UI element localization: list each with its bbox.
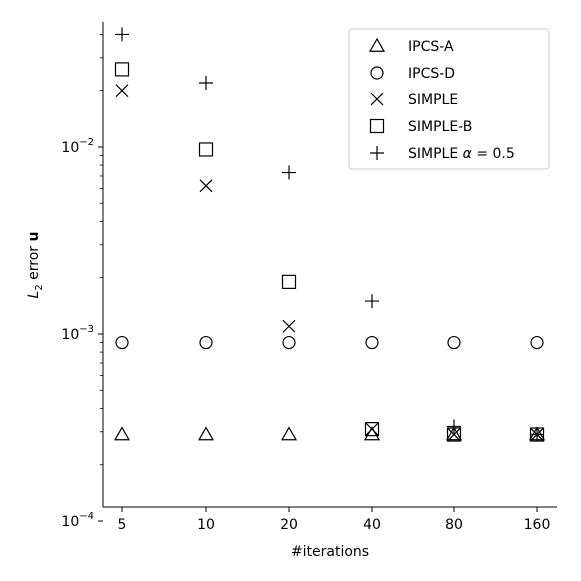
x-tick-label: 40 — [363, 517, 381, 533]
data-point-plus — [115, 27, 129, 42]
y-tick-base: 10 — [61, 140, 79, 156]
x-tick-label: 160 — [524, 517, 551, 533]
y-tick-exponent: −2 — [79, 137, 94, 148]
y-tick-base: 10 — [61, 514, 79, 530]
data-point-x — [365, 422, 379, 436]
legend-marker-triangle — [368, 37, 386, 52]
legend-marker-circle — [370, 66, 384, 80]
data-markers — [113, 27, 546, 442]
legend-label-alpha: α — [463, 146, 473, 162]
legend-label-post: = 0.5 — [472, 146, 515, 162]
legend-marker-square — [369, 118, 385, 134]
data-point-x — [282, 319, 296, 333]
data-point-square — [198, 142, 214, 157]
data-point-square — [281, 274, 297, 289]
data-point-circle — [530, 335, 544, 350]
y-tick-label: 10−2 — [61, 137, 94, 156]
data-point-plus — [530, 427, 544, 442]
data-point-circle — [365, 335, 379, 350]
data-point-circle — [282, 335, 296, 350]
legend-box — [348, 28, 550, 170]
legend-label: IPCS-A — [408, 39, 454, 55]
y-tick-label: 10−3 — [61, 324, 94, 343]
legend: IPCS-A IPCS-D SIMPLE SIMPLE-B SIMPLE α = 0.5 — [348, 28, 550, 170]
data-point-triangle — [197, 426, 215, 441]
data-point-plus — [365, 294, 379, 309]
y-axis-ticks: 10−410−310−2 — [61, 34, 103, 530]
legend-label: IPCS-D — [408, 66, 455, 82]
legend-marker-x — [370, 92, 384, 106]
data-point-triangle — [113, 426, 131, 441]
legend-items: IPCS-A IPCS-D SIMPLE SIMPLE-B SIMPLE α = 0.5 — [368, 37, 515, 162]
data-point-square — [364, 422, 380, 437]
data-point-x — [115, 84, 129, 98]
y-label-rest: error — [26, 241, 42, 284]
data-point-x — [447, 428, 461, 441]
y-axis-label: L2 error u — [26, 232, 45, 299]
y-tick-base: 10 — [61, 327, 79, 343]
x-axis-label: #iterations — [291, 544, 369, 560]
data-point-plus — [447, 419, 461, 434]
data-point-square — [114, 62, 130, 77]
legend-label: SIMPLE-B — [408, 119, 472, 135]
legend-marker-plus — [370, 146, 384, 160]
x-tick-label: 5 — [118, 517, 127, 533]
legend-label-pre: SIMPLE — [408, 146, 463, 162]
y-tick-exponent: −4 — [79, 511, 94, 522]
legend-label: SIMPLE — [408, 92, 458, 108]
y-label-sub: 2 — [34, 284, 45, 290]
x-tick-label: 80 — [445, 517, 463, 533]
data-point-plus — [199, 75, 213, 90]
data-point-circle — [199, 335, 213, 350]
data-point-triangle — [280, 426, 298, 441]
data-point-triangle — [363, 426, 381, 441]
x-tick-label: 20 — [280, 517, 298, 533]
data-point-circle — [447, 335, 461, 350]
data-point-triangle — [445, 426, 463, 441]
data-point-plus — [282, 165, 296, 180]
data-point-x — [199, 179, 213, 193]
legend-label: SIMPLE α = 0.5 — [408, 146, 515, 162]
x-axis-ticks: 5 10 20 40 80 160 — [118, 507, 551, 533]
y-tick-label: 10−4 — [61, 511, 94, 530]
y-tick-exponent: −3 — [79, 324, 94, 335]
y-label-bold: u — [26, 232, 42, 242]
y-label-l: L — [26, 291, 42, 299]
data-point-circle — [115, 335, 129, 350]
x-tick-label: 10 — [197, 517, 215, 533]
